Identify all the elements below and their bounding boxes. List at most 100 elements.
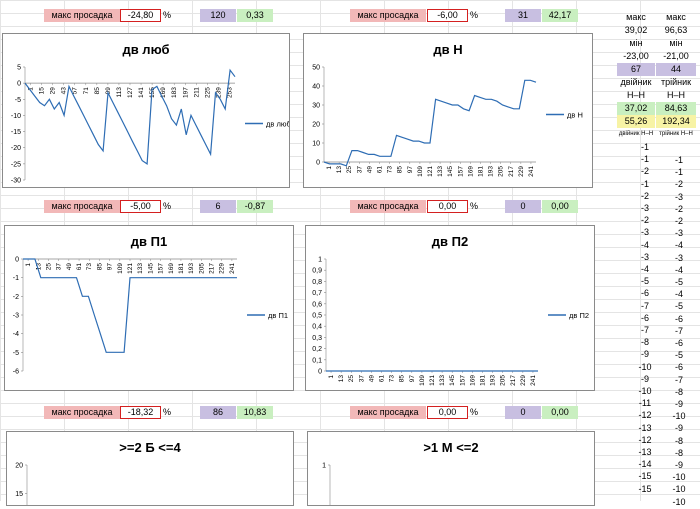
- max-drawdown-value[interactable]: -5,00: [120, 200, 161, 213]
- side-list2-cell[interactable]: -5: [674, 301, 683, 312]
- count-cell[interactable]: 6: [200, 200, 236, 213]
- side-list2-cell[interactable]: -4: [674, 289, 683, 300]
- max-drawdown-value[interactable]: 0,00: [427, 406, 468, 419]
- side-list1-cell[interactable]: -2: [640, 190, 649, 201]
- chart-gt1-m-le2[interactable]: >1 М <=2 10,8: [307, 431, 595, 506]
- side-list1-cell[interactable]: -3: [640, 251, 649, 262]
- side-list2-cell[interactable]: -6: [674, 313, 683, 324]
- chart-dv-n[interactable]: дв Н 50 40 30 20 10 0 1 13 25 37 49 61 73 85 97 109 121 1…: [303, 33, 593, 188]
- side-list1-cell[interactable]: -7: [640, 325, 649, 335]
- side-list1-cell[interactable]: -1: [640, 142, 649, 152]
- side-list2-cell[interactable]: -4: [674, 240, 683, 251]
- side-list1-cell[interactable]: -12: [638, 410, 652, 421]
- side-list1-cell[interactable]: -10: [638, 386, 652, 396]
- side-list2-cell[interactable]: -7: [674, 374, 683, 385]
- chart-dv-p2[interactable]: дв П2 1 0,9 0,8 0,7 0,6 0,5 0,4 0,3 0,2 0,1 0 1 13 25…: [305, 225, 595, 391]
- side-list2-cell[interactable]: -6: [674, 338, 683, 348]
- side-col1-cell[interactable]: мін: [629, 38, 643, 48]
- side-list1-cell[interactable]: -4: [640, 239, 649, 250]
- percent-cell[interactable]: 0,00: [542, 200, 578, 213]
- percent-cell[interactable]: -0,87: [237, 200, 273, 213]
- side-col1-cell[interactable]: 37,02: [617, 102, 655, 115]
- side-col2-cell[interactable]: 44: [656, 63, 696, 76]
- side-list2-cell[interactable]: -9: [674, 460, 683, 470]
- percent-cell[interactable]: 10,83: [237, 406, 273, 419]
- side-list2-cell[interactable]: -9: [674, 399, 683, 409]
- count-cell[interactable]: 31: [505, 9, 541, 22]
- side-list2-cell[interactable]: -1: [674, 167, 683, 178]
- side-list1-cell[interactable]: -6: [640, 312, 649, 323]
- count-cell[interactable]: 120: [200, 9, 236, 22]
- count-cell[interactable]: 86: [200, 406, 236, 419]
- side-list2-cell[interactable]: -2: [674, 203, 683, 214]
- side-list1-cell[interactable]: -10: [638, 361, 652, 372]
- side-col1-cell[interactable]: двійник: [620, 77, 652, 87]
- side-list1-cell[interactable]: -13: [638, 422, 652, 433]
- side-list1-cell[interactable]: -5: [640, 276, 649, 287]
- side-list1-cell[interactable]: -6: [640, 288, 649, 299]
- percent-cell[interactable]: 0,00: [542, 406, 578, 419]
- side-list1-cell[interactable]: -1: [640, 154, 649, 165]
- side-list2-cell[interactable]: -1: [674, 155, 683, 165]
- side-list1-cell[interactable]: -12: [638, 434, 652, 445]
- side-list2-cell[interactable]: -8: [674, 435, 683, 446]
- chart-dv-lyub[interactable]: дв люб 5 0 -5 -10 -15 -20 -25 -30 1 15 29 43 57 71 85 9…: [2, 33, 290, 188]
- side-list2-cell[interactable]: -8: [674, 386, 683, 397]
- side-col2-cell[interactable]: трійник: [660, 77, 692, 87]
- percent-cell[interactable]: 0,33: [237, 9, 273, 22]
- side-list2-cell[interactable]: -10: [672, 496, 686, 507]
- max-drawdown-value[interactable]: -6,00: [427, 9, 468, 22]
- chart-ge2-b-le4[interactable]: >=2 Б <=4 201510: [6, 431, 294, 506]
- count-cell[interactable]: 0: [505, 406, 541, 419]
- side-list1-cell[interactable]: -15: [638, 483, 652, 494]
- side-list2-cell[interactable]: -9: [674, 423, 683, 434]
- max-drawdown-value[interactable]: -24,80: [120, 9, 161, 22]
- side-list2-cell[interactable]: -2: [674, 179, 683, 190]
- side-list1-cell[interactable]: -1: [640, 178, 649, 189]
- side-list2-cell[interactable]: -4: [674, 264, 683, 275]
- side-list2-cell[interactable]: -5: [674, 277, 683, 287]
- side-col1-cell[interactable]: двійник Н–Н: [618, 131, 654, 137]
- side-list2-cell[interactable]: -10: [672, 484, 686, 495]
- side-col2-cell[interactable]: 96,63: [664, 25, 688, 35]
- side-col2-cell[interactable]: Н–Н: [666, 90, 685, 100]
- side-col1-cell[interactable]: 67: [617, 63, 655, 76]
- side-list1-cell[interactable]: -2: [640, 166, 649, 177]
- side-list2-cell[interactable]: -3: [674, 228, 683, 239]
- side-col2-cell[interactable]: трійник Н–Н: [659, 131, 693, 137]
- side-col1-cell[interactable]: -23,00: [623, 51, 649, 61]
- side-list2-cell[interactable]: -10: [672, 472, 686, 483]
- side-list1-cell[interactable]: -8: [640, 337, 649, 348]
- side-list2-cell[interactable]: -2: [674, 216, 683, 226]
- percent-cell[interactable]: 42,17: [542, 9, 578, 22]
- side-list1-cell[interactable]: -13: [638, 447, 652, 457]
- side-list1-cell[interactable]: -4: [640, 264, 649, 274]
- side-list1-cell[interactable]: -2: [640, 215, 649, 226]
- side-list2-cell[interactable]: -6: [674, 362, 683, 373]
- side-list1-cell[interactable]: -7: [640, 300, 649, 311]
- side-list2-cell[interactable]: -3: [674, 252, 683, 263]
- side-list2-cell[interactable]: -3: [674, 191, 683, 202]
- side-col2-cell[interactable]: 192,34: [656, 115, 696, 128]
- side-list1-cell[interactable]: -9: [640, 349, 649, 360]
- max-drawdown-value[interactable]: -18,32: [120, 406, 161, 419]
- count-cell[interactable]: 0: [505, 200, 541, 213]
- side-col2-cell[interactable]: мін: [669, 38, 683, 48]
- side-list2-cell[interactable]: -7: [674, 325, 683, 336]
- side-col2-cell[interactable]: 84,63: [656, 102, 696, 115]
- max-drawdown-value[interactable]: 0,00: [427, 200, 468, 213]
- side-list2-cell[interactable]: -8: [674, 447, 683, 458]
- side-col2-cell[interactable]: макс: [666, 12, 686, 22]
- side-col1-cell[interactable]: Н–Н: [626, 90, 645, 100]
- side-list1-cell[interactable]: -3: [640, 227, 649, 238]
- side-col1-cell[interactable]: макс: [626, 12, 646, 22]
- chart-dv-p1[interactable]: дв П1 0 -1 -2 -3 -4 -5 -6 1 13 25 37 49 61 73 85 97 109 1…: [4, 225, 294, 391]
- side-list1-cell[interactable]: -15: [638, 471, 652, 482]
- side-col2-cell[interactable]: -21,00: [663, 51, 689, 61]
- side-list1-cell[interactable]: -9: [640, 373, 649, 384]
- side-col1-cell[interactable]: 55,26: [617, 115, 655, 128]
- side-list1-cell[interactable]: -14: [638, 459, 652, 470]
- side-col1-cell[interactable]: 39,02: [624, 25, 648, 35]
- side-list2-cell[interactable]: -5: [674, 350, 683, 361]
- side-list2-cell[interactable]: -10: [672, 411, 686, 422]
